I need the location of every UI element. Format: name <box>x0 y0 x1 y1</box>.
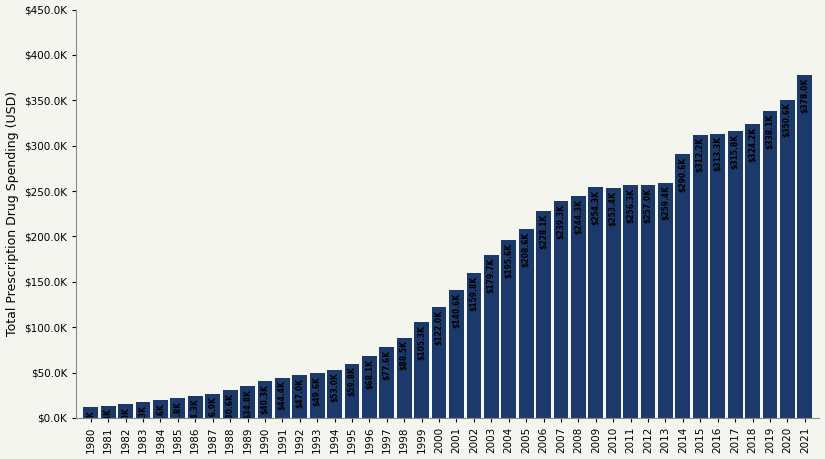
Bar <box>554 201 568 418</box>
Bar <box>310 373 324 418</box>
Text: $15.0K: $15.0K <box>121 407 130 437</box>
Text: $12.0K: $12.0K <box>87 410 96 440</box>
Text: $244.3K: $244.3K <box>574 199 583 234</box>
Bar <box>449 291 464 418</box>
Bar <box>780 100 794 418</box>
Bar <box>641 185 655 418</box>
Text: $195.6K: $195.6K <box>504 243 513 278</box>
Bar <box>257 381 272 418</box>
Text: $49.6K: $49.6K <box>313 375 322 405</box>
Bar <box>710 134 725 418</box>
Bar <box>135 402 150 418</box>
Text: $13.4K: $13.4K <box>104 409 113 438</box>
Text: $254.3K: $254.3K <box>592 190 601 225</box>
Bar <box>606 188 620 418</box>
Text: $30.6K: $30.6K <box>225 393 234 423</box>
Bar <box>223 390 238 418</box>
Bar <box>676 154 691 418</box>
Bar <box>153 400 167 418</box>
Text: $88.5K: $88.5K <box>400 340 408 370</box>
Bar <box>171 398 186 418</box>
Bar <box>362 356 377 418</box>
Bar <box>588 187 603 418</box>
Text: $378.0K: $378.0K <box>800 78 809 113</box>
Text: $324.2K: $324.2K <box>748 126 757 162</box>
Bar <box>502 241 516 418</box>
Bar <box>101 406 116 418</box>
Text: $257.0K: $257.0K <box>644 187 653 223</box>
Bar <box>345 364 360 418</box>
Text: $105.3K: $105.3K <box>417 325 427 360</box>
Bar <box>240 386 255 418</box>
Bar <box>118 404 133 418</box>
Bar <box>745 124 760 418</box>
Text: $256.3K: $256.3K <box>626 188 635 223</box>
Bar <box>693 134 708 418</box>
Text: $44.4K: $44.4K <box>278 381 287 410</box>
Bar <box>328 370 342 418</box>
Bar <box>623 185 638 418</box>
Text: $68.1K: $68.1K <box>365 359 374 389</box>
Y-axis label: Total Prescription Drug Spending (USD): Total Prescription Drug Spending (USD) <box>6 91 18 336</box>
Text: $140.6K: $140.6K <box>452 293 461 328</box>
Text: $24.3K: $24.3K <box>191 398 200 428</box>
Bar <box>484 255 499 418</box>
Text: $21.8K: $21.8K <box>173 401 182 431</box>
Text: $259.4K: $259.4K <box>661 185 670 220</box>
Text: $53.0K: $53.0K <box>330 373 339 402</box>
Bar <box>188 396 203 418</box>
Text: $122.0K: $122.0K <box>435 310 444 345</box>
Bar <box>658 183 673 418</box>
Bar <box>292 375 307 418</box>
Text: $26.9K: $26.9K <box>208 396 217 426</box>
Bar <box>431 307 446 418</box>
Text: $59.8K: $59.8K <box>347 366 356 396</box>
Text: $208.6K: $208.6K <box>521 231 530 267</box>
Bar <box>83 407 98 418</box>
Text: $228.1K: $228.1K <box>539 213 548 249</box>
Text: $338.1K: $338.1K <box>766 114 775 149</box>
Text: $19.6K: $19.6K <box>156 403 165 433</box>
Text: $179.7K: $179.7K <box>487 257 496 293</box>
Bar <box>762 111 777 418</box>
Text: $159.8K: $159.8K <box>469 275 478 311</box>
Bar <box>728 131 742 418</box>
Bar <box>797 75 812 418</box>
Text: $253.4K: $253.4K <box>609 190 618 226</box>
Bar <box>380 347 394 418</box>
Text: $47.0K: $47.0K <box>295 378 304 408</box>
Bar <box>519 229 534 418</box>
Bar <box>397 338 412 418</box>
Text: $239.3K: $239.3K <box>557 203 565 239</box>
Text: $34.8K: $34.8K <box>243 389 252 419</box>
Bar <box>414 322 429 418</box>
Text: $312.2K: $312.2K <box>695 137 705 173</box>
Bar <box>466 273 481 418</box>
Bar <box>571 196 586 418</box>
Text: $77.6K: $77.6K <box>382 350 391 381</box>
Text: $315.8K: $315.8K <box>731 134 739 169</box>
Text: $290.6K: $290.6K <box>678 157 687 192</box>
Text: $313.3K: $313.3K <box>713 136 722 172</box>
Bar <box>205 393 220 418</box>
Bar <box>275 378 290 418</box>
Text: $17.3K: $17.3K <box>139 405 148 435</box>
Bar <box>536 211 551 418</box>
Text: $350.6K: $350.6K <box>783 102 792 138</box>
Text: $40.3K: $40.3K <box>261 384 270 414</box>
